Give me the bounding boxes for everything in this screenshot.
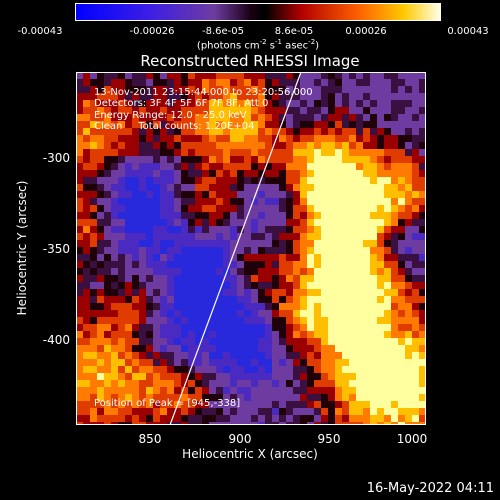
- x-tick-label: 850: [138, 432, 162, 446]
- y-tick-label: -350: [42, 242, 70, 256]
- clean-counts: Clean Total counts: 1.20E+04: [94, 120, 255, 132]
- time-range: 13-Nov-2011 23:15:44.000 to 23:20:56.000: [94, 87, 313, 98]
- peak-position: Position of Peak = [945,-338]: [94, 398, 241, 409]
- y-tick-label: -400: [42, 333, 70, 347]
- x-tick-label: 900: [228, 432, 252, 446]
- colorbar-tick-label: 8.6e-05: [274, 26, 314, 37]
- detectors: Detectors: 3F 4F 5F 6F 7F 8F, Att 0: [94, 98, 269, 110]
- colorbar-tick-label: -0.00043: [17, 26, 63, 37]
- y-tick-label: -300: [42, 151, 70, 165]
- colorbar-tick-label: -0.00026: [129, 26, 175, 37]
- energy-range: Energy Range: 12.0 - 25.0 keV: [94, 109, 247, 121]
- colorbar-units: (photons cm-2 s-1 asec-2): [196, 38, 320, 52]
- colorbar: [75, 3, 441, 21]
- observation-info: 13-Nov-2011 23:15:44.000 to 23:20:56.000…: [94, 87, 313, 132]
- x-axis-label: Heliocentric X (arcsec): [182, 447, 318, 461]
- plot-title: Reconstructed RHESSI Image: [140, 52, 360, 70]
- y-axis-label: Heliocentric Y (arcsec): [15, 180, 29, 316]
- plot-date: 16-May-2022 04:11: [366, 481, 494, 496]
- x-tick-label: 1000: [396, 432, 428, 446]
- colorbar-tick-label: 0.00043: [447, 26, 489, 37]
- x-tick-label: 950: [317, 432, 341, 446]
- colorbar-tick-label: -8.6e-05: [202, 26, 244, 37]
- colorbar-tick-label: 0.00026: [345, 26, 387, 37]
